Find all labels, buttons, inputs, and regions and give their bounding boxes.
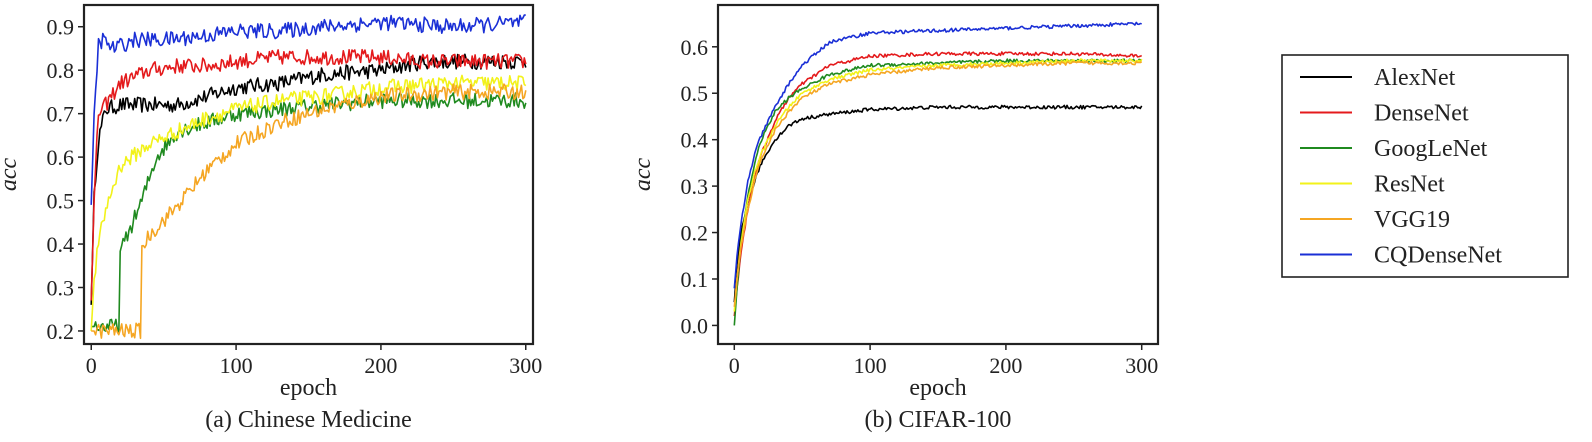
legend-box: [1281, 54, 1569, 278]
y-tick-label: 0.8: [47, 58, 75, 83]
legend-label-vgg19: VGG19: [1374, 207, 1450, 233]
y-axis-label: acc: [0, 158, 22, 192]
chart-caption: (a) Chinese Medicine: [205, 407, 412, 433]
x-tick-label: 300: [1125, 353, 1158, 378]
x-tick-label: 0: [86, 353, 97, 378]
series-line-vgg19: [91, 83, 527, 340]
plot-frame: [716, 3, 1160, 346]
series-group: [733, 21, 1143, 326]
y-tick-label: 0.4: [681, 128, 709, 153]
series-line-cqdensenet: [733, 21, 1142, 289]
x-tick-label: 0: [729, 353, 740, 378]
series-line-resnet: [733, 58, 1143, 312]
y-tick-label: 0.3: [681, 174, 709, 199]
y-tick-label: 0.3: [47, 276, 75, 301]
x-tick-label: 100: [854, 353, 887, 378]
y-tick-label: 0.6: [47, 145, 75, 170]
series-line-alexnet: [733, 104, 1143, 303]
chart-panel-cifar-100: 0 100 200 300 0.0 0.1 0.2 0.3 0.4 0.5 0.6 epoch acc (…: [630, 3, 1160, 433]
y-tick-label: 0.7: [47, 102, 75, 127]
series-line-resnet: [90, 74, 527, 332]
legend-label-googlenet: GoogLeNet: [1374, 136, 1488, 162]
legend-label-resnet: ResNet: [1374, 172, 1445, 198]
y-tick-label: 0.5: [681, 81, 709, 106]
x-tick-label: 200: [364, 353, 397, 378]
series-group: [90, 14, 527, 340]
series-line-alexnet: [90, 53, 527, 305]
y-tick-label: 0.1: [681, 267, 709, 292]
chart-panel-chinese-medicine: 0 100 200 300 0.2 0.3 0.4 0.5 0.6 0.7 0.8 0.9 epoch a…: [0, 3, 542, 433]
legend-label-densenet: DenseNet: [1374, 101, 1469, 127]
x-tick-label: 200: [989, 353, 1022, 378]
legend: AlexNet DenseNet GoogLeNet ResNet VGG19 CQDen…: [1281, 54, 1569, 278]
y-axis-label: acc: [630, 158, 656, 192]
y-tick-label: 0.4: [47, 232, 75, 257]
legend-label-alexnet: AlexNet: [1374, 65, 1456, 91]
series-line-densenet: [90, 48, 527, 301]
y-tick-label: 0.2: [681, 221, 709, 246]
y-tick-label: 0.5: [47, 189, 75, 214]
x-tick-label: 300: [509, 353, 542, 378]
y-tick-label: 0.0: [681, 313, 709, 338]
series-line-googlenet: [91, 92, 527, 336]
series-line-vgg19: [733, 60, 1143, 307]
y-tick-label: 0.2: [47, 319, 75, 344]
legend-label-cqdensenet: CQDenseNet: [1374, 243, 1502, 269]
plot-frame: [82, 3, 535, 346]
y-tick-label: 0.6: [681, 35, 709, 60]
y-tick-label: 0.9: [47, 15, 75, 40]
chart-caption: (b) CIFAR-100: [865, 407, 1012, 433]
x-axis-label: epoch: [909, 375, 966, 401]
series-line-cqdensenet: [90, 14, 526, 205]
x-tick-label: 100: [220, 353, 253, 378]
series-line-densenet: [733, 51, 1143, 317]
x-axis-label: epoch: [280, 375, 337, 401]
